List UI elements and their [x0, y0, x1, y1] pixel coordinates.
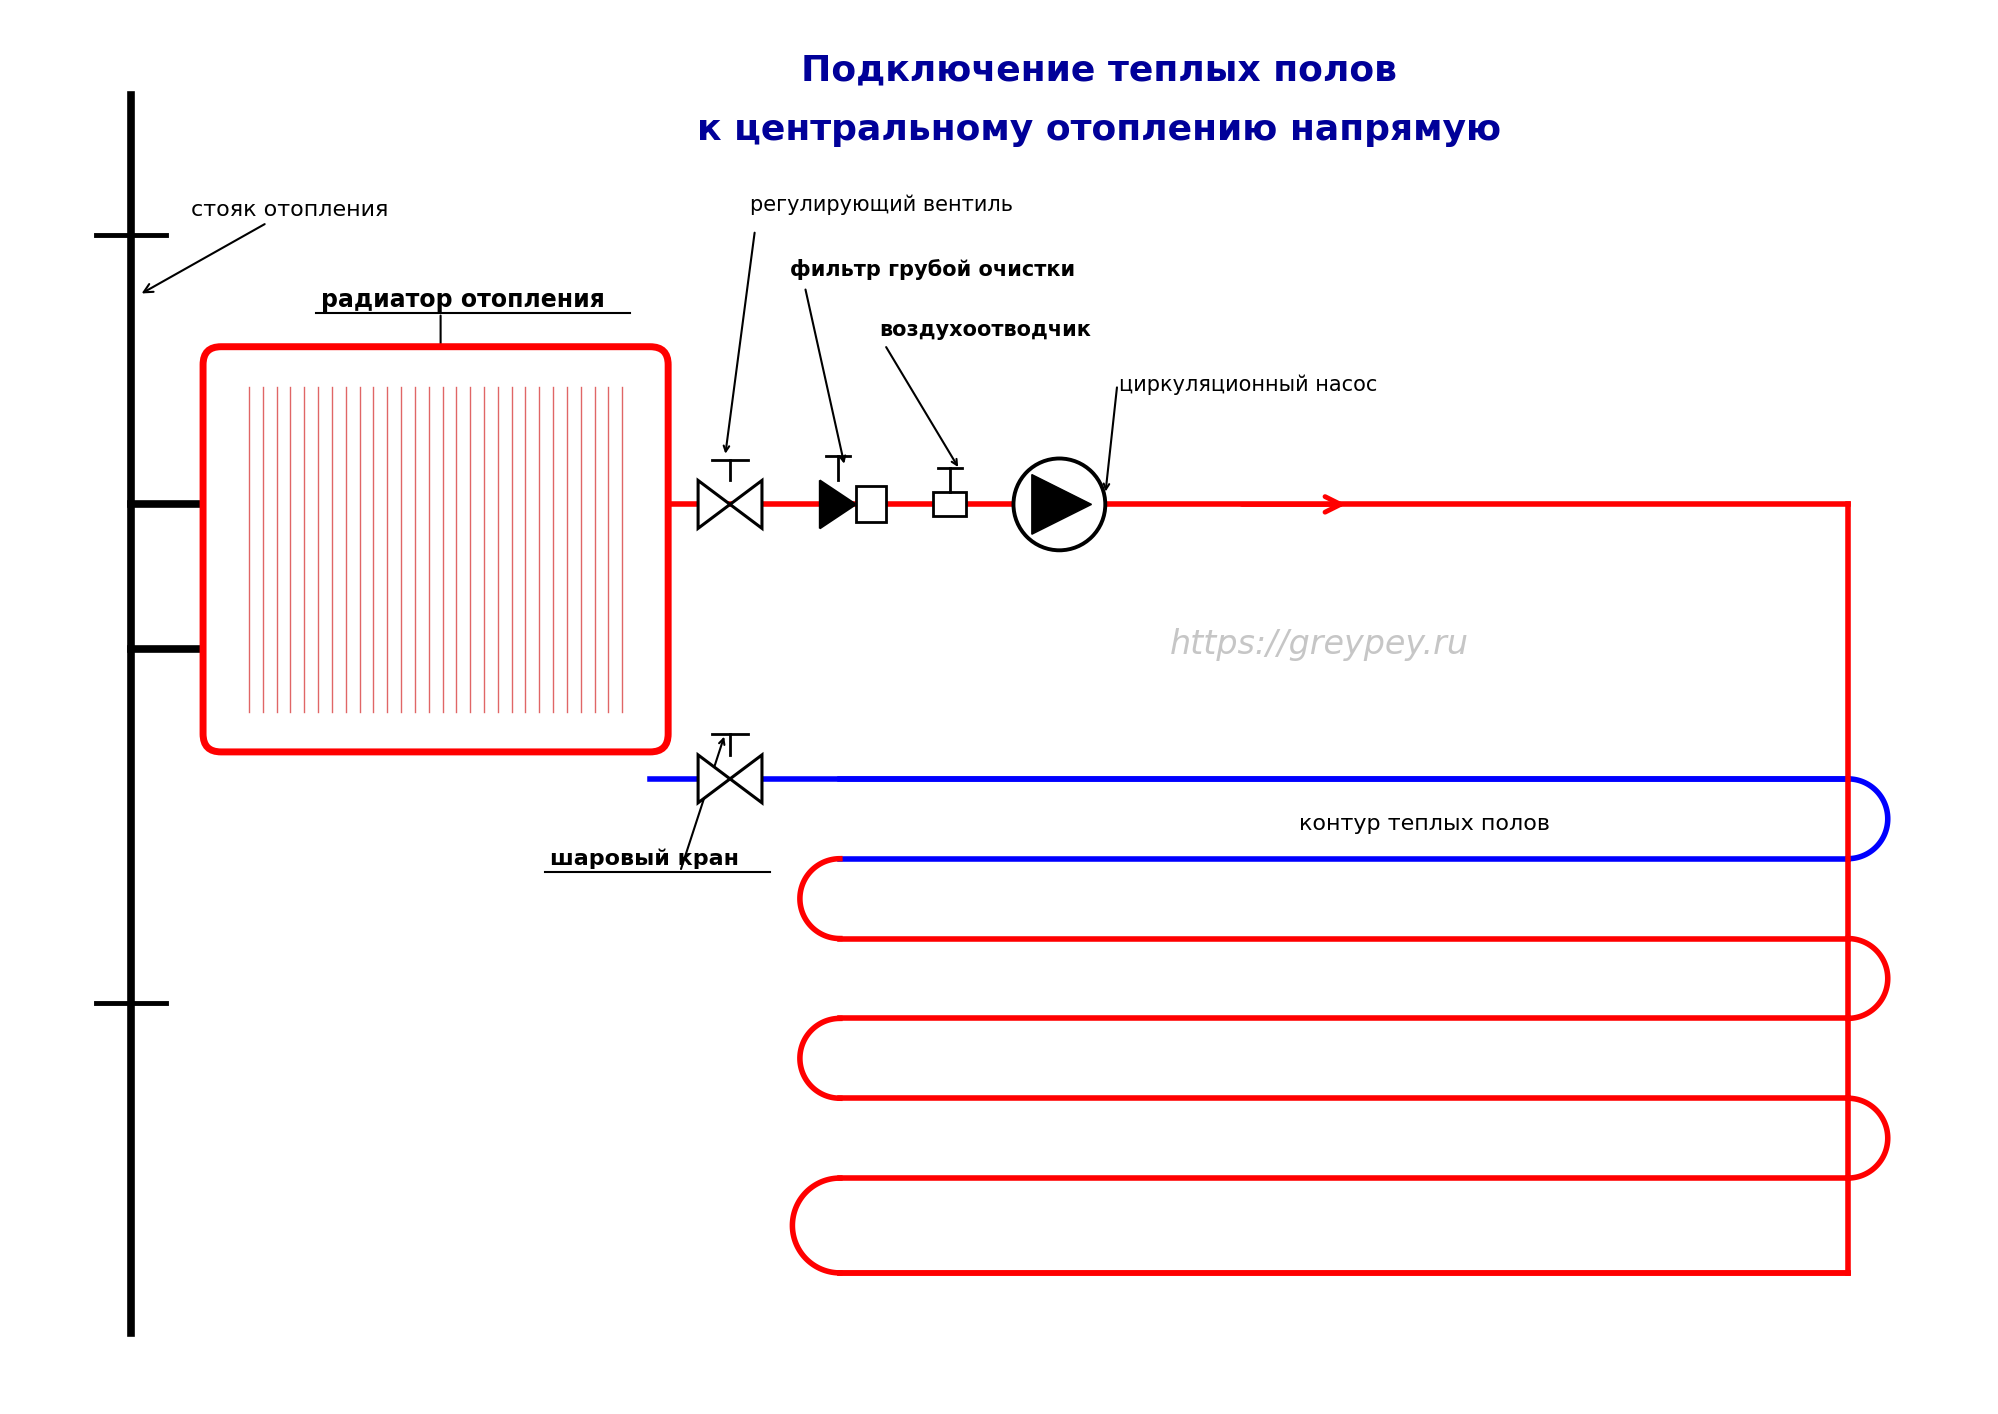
Text: регулирующий вентиль: регулирующий вентиль [749, 195, 1013, 215]
Text: https://greypey.ru: https://greypey.ru [1169, 628, 1469, 660]
Text: воздухоотводчик: воздухоотводчик [879, 320, 1091, 339]
Polygon shape [819, 481, 855, 529]
Text: к центральному отоплению напрямую: к центральному отоплению напрямую [697, 113, 1500, 147]
Polygon shape [729, 755, 761, 803]
Text: циркуляционный насос: циркуляционный насос [1119, 375, 1377, 395]
FancyBboxPatch shape [855, 486, 885, 522]
Polygon shape [697, 755, 729, 803]
Text: шаровый кран: шаровый кран [549, 848, 739, 870]
FancyBboxPatch shape [204, 346, 667, 752]
Text: радиатор отопления: радиатор отопления [320, 288, 605, 312]
FancyBboxPatch shape [933, 492, 965, 516]
Polygon shape [729, 481, 761, 529]
Polygon shape [697, 481, 729, 529]
Circle shape [1013, 458, 1105, 550]
Text: фильтр грубой очистки: фильтр грубой очистки [789, 259, 1075, 280]
Polygon shape [1031, 475, 1091, 534]
Text: стояк отопления: стояк отопления [144, 199, 388, 293]
Text: Подключение теплых полов: Подключение теплых полов [801, 54, 1397, 88]
Text: контур теплых полов: контур теплых полов [1299, 814, 1548, 834]
